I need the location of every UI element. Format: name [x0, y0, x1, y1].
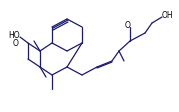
- Text: HO: HO: [8, 30, 20, 39]
- Text: O: O: [125, 20, 131, 29]
- Text: O: O: [13, 38, 19, 47]
- Text: OH: OH: [162, 10, 174, 19]
